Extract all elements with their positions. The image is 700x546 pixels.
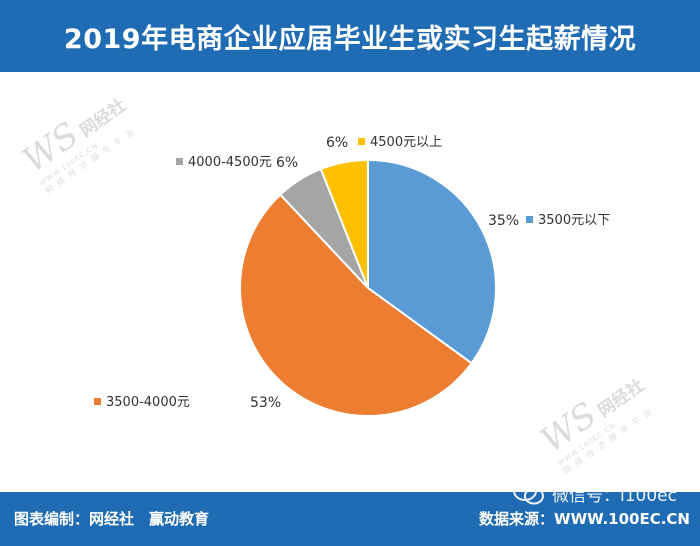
- pie-chart: 3500元以下 35% 3500-4000元 53% 4000-4500元 6% 4500元…: [94, 135, 610, 417]
- wechat-watermark: 微信号：i100ec: [512, 478, 700, 508]
- slice-percent: 53%: [250, 395, 281, 411]
- legend-marker: [176, 158, 183, 165]
- pie-slice: [319, 158, 369, 289]
- wechat-icon: [513, 481, 544, 505]
- header-bar: 2019年电商企业应届毕业生或实习生起薪情况: [0, 0, 700, 72]
- slice-percent: 35%: [488, 213, 519, 229]
- pie-slice: [239, 193, 473, 417]
- slice-percent: 6%: [276, 155, 298, 171]
- footer-credit: 图表编制：网经社 赢动教育: [14, 510, 210, 528]
- slice-label: 4500元以上: [370, 135, 442, 150]
- slice-label: 4000-4500元: [188, 155, 272, 170]
- legend-marker: [526, 216, 533, 223]
- footer-source: 数据来源：WWW.100EC.CN: [479, 510, 690, 528]
- slice-label: 3500元以下: [538, 213, 610, 228]
- chart-area: 3500元以下 35% 3500-4000元 53% 4000-4500元 6% 4500元…: [0, 72, 700, 492]
- wechat-id: 微信号：i100ec: [552, 485, 677, 506]
- legend-marker: [94, 398, 101, 405]
- legend-marker: [358, 138, 365, 145]
- slice-label: 3500-4000元: [106, 395, 190, 410]
- chart-title: 2019年电商企业应届毕业生或实习生起薪情况: [63, 23, 637, 55]
- pie-slice: [367, 158, 497, 365]
- footer-bar: 图表编制：网经社 赢动教育 数据来源：WWW.100EC.CN: [0, 492, 700, 546]
- slice-percent: 6%: [326, 135, 348, 151]
